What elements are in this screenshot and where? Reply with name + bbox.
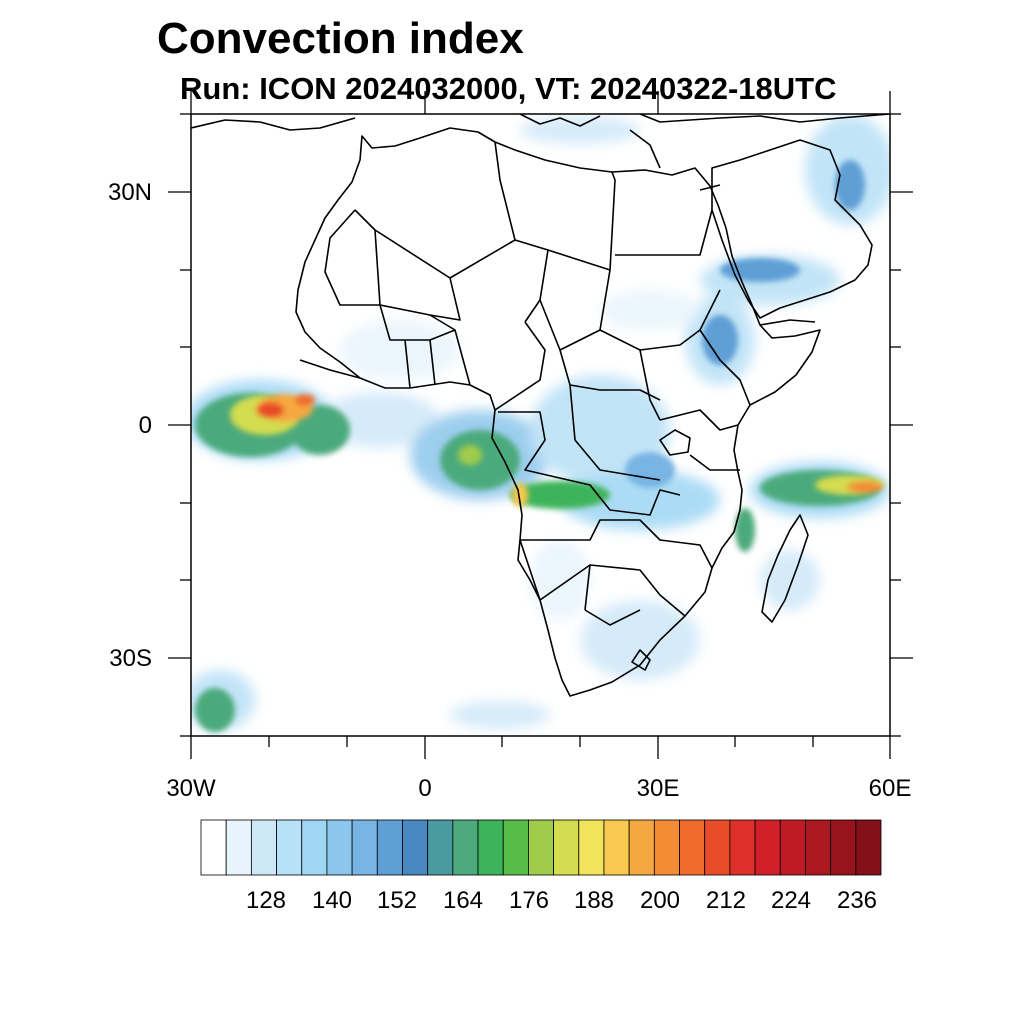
- colorbar-box: [427, 819, 454, 876]
- colorbar-box: [779, 819, 806, 876]
- colorbar-box: [200, 819, 227, 876]
- colorbar-label: 176: [508, 887, 550, 914]
- colorbar-box: [351, 819, 378, 876]
- colorbar-box: [855, 819, 882, 876]
- lon-label-0: 0: [418, 775, 432, 802]
- colorbar-label: 152: [376, 887, 418, 914]
- colorbar-box: [628, 819, 655, 876]
- colorbar-box: [326, 819, 353, 876]
- colorbar-box: [830, 819, 857, 876]
- colorbar-box: [754, 819, 781, 876]
- colorbar-box: [653, 819, 680, 876]
- colorbar-label: 140: [311, 887, 353, 914]
- colorbar-box: [528, 819, 554, 876]
- chart-subtitle: Run: ICON 2024032000, VT: 20240322-18UTC: [180, 71, 837, 106]
- lon-label-30w: 30W: [166, 775, 216, 802]
- lon-label-30e: 30E: [636, 775, 680, 802]
- colorbar-label: 212: [705, 887, 747, 914]
- lat-label-0: 0: [138, 412, 152, 439]
- colorbar-box: [477, 819, 504, 876]
- colorbar-label: 236: [836, 887, 878, 914]
- colorbar-box: [301, 819, 328, 876]
- colorbar-box: [704, 819, 731, 876]
- colorbar-box: [603, 819, 630, 876]
- colorbar-box: [553, 819, 580, 876]
- colorbar-box: [578, 819, 605, 876]
- colorbar-box: [402, 819, 429, 876]
- convection-field: [191, 115, 890, 732]
- colorbar-label: 188: [573, 887, 615, 914]
- colorbar: [200, 819, 882, 876]
- colorbar-box: [502, 819, 529, 876]
- colorbar-label: 164: [442, 887, 484, 914]
- colorbar-label: 224: [770, 887, 812, 914]
- colorbar-box: [250, 819, 277, 876]
- colorbar-box: [679, 819, 706, 876]
- colorbar-label: 128: [245, 887, 287, 914]
- axis-ticks: [168, 91, 913, 759]
- colorbar-label: 200: [639, 887, 681, 914]
- chart-title: Convection index: [157, 14, 524, 63]
- colorbar-box: [729, 819, 756, 876]
- lon-label-60e: 60E: [868, 775, 912, 802]
- lat-label-30n: 30N: [107, 179, 152, 206]
- map-outlines: [191, 114, 890, 697]
- colorbar-box: [805, 819, 832, 876]
- lat-label-30s: 30S: [109, 645, 152, 672]
- colorbar-box: [376, 819, 403, 876]
- colorbar-box: [276, 819, 303, 876]
- colorbar-box: [452, 819, 479, 876]
- colorbar-box: [225, 819, 252, 876]
